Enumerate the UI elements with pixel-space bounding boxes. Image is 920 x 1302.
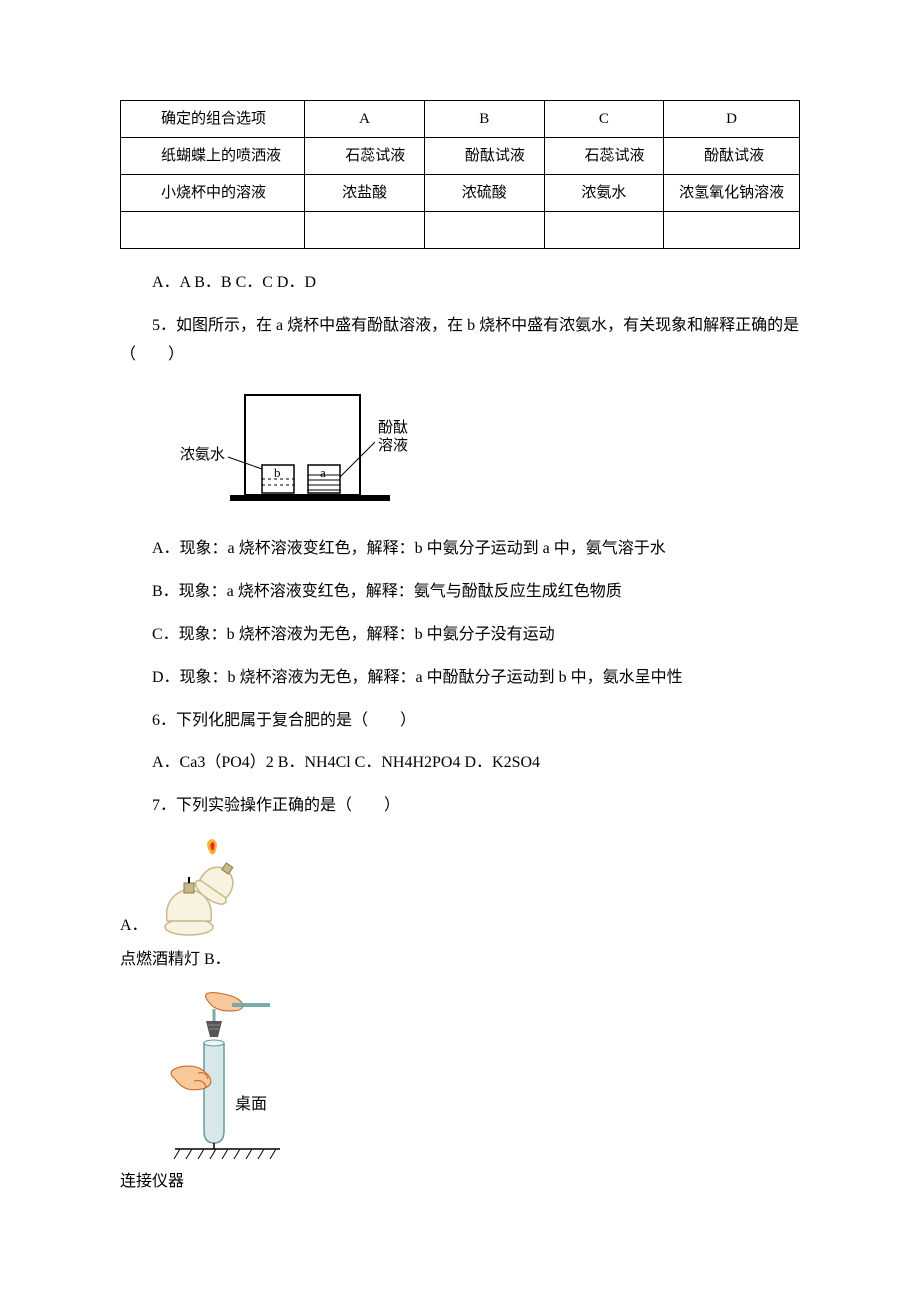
q5-A: A．现象：a 烧杯溶液变红色，解释：b 中氨分子运动到 a 中，氨气溶于水 (120, 535, 800, 564)
r3-blank4 (544, 212, 664, 249)
q5-B: B．现象：a 烧杯溶液变红色，解释：氨气与酚酞反应生成红色物质 (120, 578, 800, 607)
q7-A-prefix: A． (120, 913, 148, 939)
desk-label: 桌面 (235, 1095, 267, 1113)
beaker-diagram-icon: b a 浓氨水 酚酞 溶液 (180, 387, 440, 517)
q4-options: A．A B．B C．C D．D (120, 269, 800, 298)
q7-figB: 桌面 (120, 991, 800, 1161)
q6-opts: A．Ca3（PO4）2 B．NH4Cl C．NH4H2PO4 D．K2SO4 (120, 749, 800, 778)
th-D: D (664, 101, 800, 138)
q7-stem: 7．下列实验操作正确的是（ ） (120, 792, 800, 821)
r1-D: 酚酞试液 (664, 138, 800, 175)
r1-label: 纸蝴蝶上的喷洒液 (121, 138, 305, 175)
r1-B: 酚酞试液 (424, 138, 544, 175)
q7-B-caption: 连接仪器 (120, 1169, 800, 1195)
r1-C: 石蕊试液 (544, 138, 664, 175)
label-right-top: 酚酞 (378, 419, 408, 436)
th-label: 确定的组合选项 (121, 101, 305, 138)
q7-figA: A． (120, 839, 800, 939)
r3-blank1 (121, 212, 305, 249)
q6-stem: 6．下列化肥属于复合肥的是（ ） (120, 707, 800, 736)
r2-C: 浓氨水 (544, 175, 664, 212)
r1-A: 石蕊试液 (305, 138, 425, 175)
options-table: 确定的组合选项 A B C D 纸蝴蝶上的喷洒液 石蕊试液 酚酞试液 石蕊试液 … (120, 100, 800, 249)
q5-C: C．现象：b 烧杯溶液为无色，解释：b 中氨分子没有运动 (120, 621, 800, 650)
r2-label: 小烧杯中的溶液 (121, 175, 305, 212)
r3-blank3 (424, 212, 544, 249)
svg-text:a: a (320, 465, 326, 480)
r3-blank2 (305, 212, 425, 249)
connect-apparatus-icon: 桌面 (120, 991, 300, 1161)
q5-figure: b a 浓氨水 酚酞 溶液 (180, 387, 800, 517)
r2-B: 浓硫酸 (424, 175, 544, 212)
r3-blank5 (664, 212, 800, 249)
alcohol-lamp-icon (154, 839, 264, 939)
label-right-bottom: 溶液 (378, 437, 408, 454)
th-B: B (424, 101, 544, 138)
q5-D: D．现象：b 烧杯溶液为无色，解释：a 中酚酞分子运动到 b 中，氨水呈中性 (120, 664, 800, 693)
r2-D: 浓氢氧化钠溶液 (664, 175, 800, 212)
r2-A: 浓盐酸 (305, 175, 425, 212)
label-left: 浓氨水 (180, 446, 225, 463)
q5-stem: 5．如图所示，在 a 烧杯中盛有酚酞溶液，在 b 烧杯中盛有浓氨水，有关现象和解… (120, 312, 800, 370)
th-A: A (305, 101, 425, 138)
q7-A-caption: 点燃酒精灯 B． (120, 947, 800, 973)
svg-text:b: b (274, 465, 281, 480)
th-C: C (544, 101, 664, 138)
